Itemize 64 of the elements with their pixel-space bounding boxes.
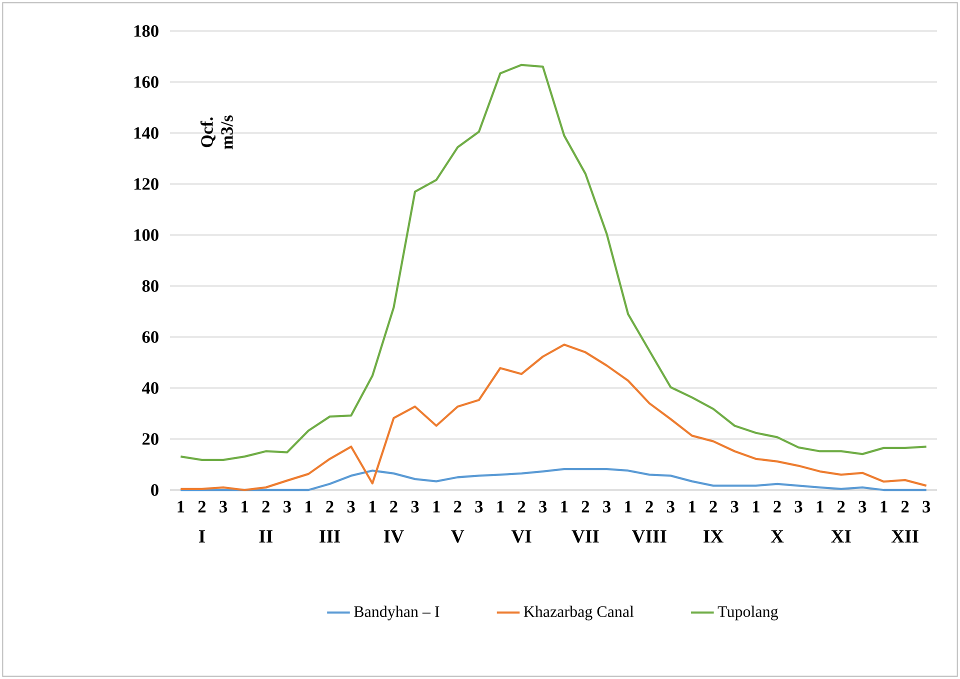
text: X [770, 530, 784, 542]
y-tick-label: 60 [142, 331, 158, 343]
y-tick-label: 160 [134, 76, 158, 88]
x-tick-label: 3 [667, 500, 674, 513]
x-tick-label: 2 [838, 500, 845, 512]
y-tick-label: 120 [134, 178, 158, 190]
x-tick-label: 3 [922, 500, 930, 513]
line-series [180, 64, 928, 461]
x-tick-label: 1 [242, 500, 248, 512]
x-tick-label: 3 [858, 500, 866, 513]
y-tick-label: 0 [151, 484, 158, 496]
x-tick-label: 3 [794, 500, 802, 513]
x-tick-label: 3 [411, 500, 419, 513]
x-tick-label: 3 [220, 500, 228, 513]
x-tick-label: 3 [539, 500, 547, 513]
x-tick-label: 2 [518, 500, 526, 512]
text: I [198, 530, 205, 542]
x-tick-label: 1 [497, 500, 504, 512]
text: VII [572, 530, 599, 543]
text: II [259, 530, 273, 542]
text: VI [511, 530, 532, 543]
y-tick-label: 80 [142, 280, 158, 292]
x-tick-label: 1 [625, 500, 632, 512]
x-tick-label: 1 [752, 500, 760, 512]
x-tick-label: 3 [475, 500, 483, 513]
x-tick-label: 1 [816, 500, 824, 512]
text: IV [384, 530, 404, 543]
y-tick-label: 40 [142, 382, 158, 394]
x-tick-label: 2 [710, 500, 717, 512]
x-tick-label: 1 [561, 500, 568, 512]
x-tick-label: 1 [178, 500, 184, 512]
y-tick-label: 180 [134, 25, 158, 37]
x-tick-label: 2 [390, 500, 398, 512]
text: V [451, 530, 464, 543]
x-tick-label: 2 [454, 500, 462, 512]
x-tick-label: 3 [347, 500, 355, 513]
x-tick-label: 2 [646, 500, 653, 512]
text: IX [704, 530, 724, 542]
text: VIII [632, 530, 666, 543]
x-tick-label: 1 [880, 500, 888, 512]
x-tick-label: 2 [198, 500, 206, 512]
x-tick-label: 2 [262, 500, 270, 512]
x-tick-label: 1 [306, 500, 312, 512]
x-tick-label: 2 [774, 500, 781, 512]
text: XII [891, 530, 918, 542]
x-tick-label: 2 [582, 500, 590, 512]
y-tick-label: 20 [142, 433, 158, 445]
y-axis-title: Qcf. m3/s [200, 115, 233, 150]
x-tick-label: 3 [284, 500, 291, 513]
y-tick-label: 140 [134, 127, 158, 139]
x-tick-label: 2 [901, 500, 909, 512]
x-tick-label: 3 [603, 500, 611, 513]
x-tick-label: 1 [689, 500, 696, 512]
text: XI [831, 530, 851, 542]
legend-label: Khazarbag Canal [524, 606, 634, 620]
legend-label: Bandyhan – I [354, 606, 440, 620]
line-series [180, 344, 928, 492]
x-tick-label: 1 [433, 500, 440, 512]
legend-label: Tupolang [718, 606, 778, 620]
x-tick-label: 2 [326, 500, 334, 512]
x-tick-label: 1 [369, 500, 376, 512]
x-tick-label: 3 [730, 500, 738, 513]
y-tick-label: 100 [134, 229, 158, 241]
text: III [320, 530, 340, 542]
